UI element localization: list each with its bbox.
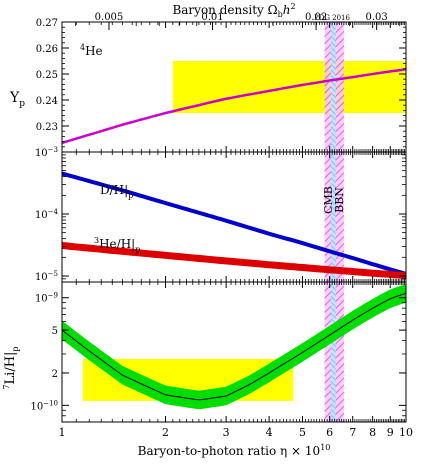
x-tick-label: 8 xyxy=(369,426,376,439)
series-line-dh_he3-0 xyxy=(62,171,406,276)
series-line-he4-0 xyxy=(62,68,406,145)
top-tick-label: 0.01 xyxy=(201,12,223,23)
series-line-dh_he3-1 xyxy=(62,242,406,280)
x-tick-label: 7 xyxy=(349,426,356,439)
y-tick-label-he4: 0.23 xyxy=(36,122,58,133)
y-tick-label-dh_he3: 10−3 xyxy=(35,146,58,159)
bbn-band-label: BBN xyxy=(333,187,346,213)
top-axis-title: Baryon density Ωbh2 xyxy=(172,2,295,19)
y-tick-label-dh_he3: 10−5 xyxy=(35,270,58,283)
top-tick-label: 0.005 xyxy=(95,12,124,23)
y-tick-label-he4: 0.24 xyxy=(36,96,58,107)
series-band-li7 xyxy=(62,284,406,410)
y-tick-label-li7: 5 xyxy=(52,326,58,337)
dh-series-label: D/H|p xyxy=(100,183,133,200)
x-tick-label: 9 xyxy=(387,426,394,439)
x-tick-label: 1 xyxy=(59,426,66,439)
series-line-li7 xyxy=(62,292,406,401)
he4-panel-label: 4He xyxy=(80,43,103,58)
x-tick-label: 10 xyxy=(399,426,413,439)
x-tick-label: 6 xyxy=(326,426,333,439)
y-tick-label-li7: 2 xyxy=(52,369,58,380)
pdg-note: PDG 2016 xyxy=(314,14,351,22)
li7-axis-label: 7Li/H|p xyxy=(2,346,20,389)
y-tick-label-li7: 10−9 xyxy=(35,292,58,305)
y-tick-label-he4: 0.27 xyxy=(36,18,58,29)
bottom-axis-title: Baryon-to-photon ratio η × 1010 xyxy=(138,443,331,458)
y-tick-label-he4: 0.25 xyxy=(36,70,58,81)
x-tick-label: 5 xyxy=(299,426,306,439)
cmb-band-label: CMB xyxy=(322,186,335,214)
he3-series-label: 3He/H|p xyxy=(94,236,140,254)
y-tick-label-he4: 0.26 xyxy=(36,44,58,55)
yp-axis-label: Yp xyxy=(9,90,25,109)
x-tick-label: 2 xyxy=(162,426,169,439)
top-tick-label: 0.02 xyxy=(305,12,327,23)
panel-frame-2 xyxy=(61,281,407,423)
top-tick-label: 0.03 xyxy=(366,12,388,23)
x-tick-label: 4 xyxy=(266,426,273,439)
x-tick-label: 3 xyxy=(223,426,230,439)
cmb-band xyxy=(330,22,336,422)
y-tick-label-dh_he3: 10−4 xyxy=(35,208,59,221)
y-tick-label-li7: 10−10 xyxy=(30,399,58,412)
